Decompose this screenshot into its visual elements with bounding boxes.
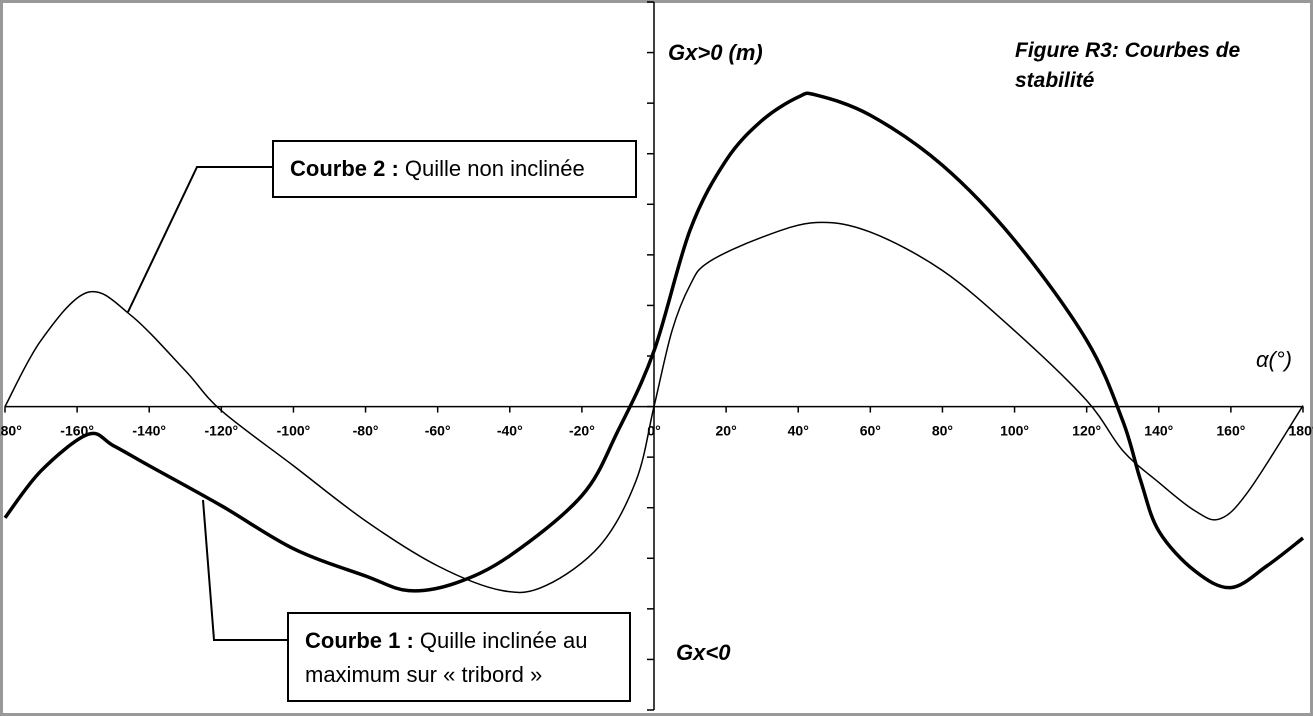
leader-line bbox=[127, 166, 272, 313]
x-tick-label: 40° bbox=[788, 422, 809, 438]
y-label-top: Gx>0 (m) bbox=[668, 40, 763, 65]
curve bbox=[3, 91, 1305, 593]
x-tick-label: -40° bbox=[497, 422, 523, 438]
x-label: α(°) bbox=[1256, 347, 1292, 372]
x-tick-label: -80° bbox=[353, 422, 379, 438]
chart-title: Figure R3: Courbes de stabilité bbox=[1015, 39, 1241, 92]
x-tick-label: 160° bbox=[1216, 422, 1245, 438]
legend-box: Courbe 1 : Quille inclinée au maximum su… bbox=[287, 612, 631, 702]
x-tick-label: 180° bbox=[1289, 422, 1313, 438]
x-tick-label: 120° bbox=[1072, 422, 1101, 438]
x-tick-label: 60° bbox=[860, 422, 881, 438]
legend-name: Courbe 1 : bbox=[305, 628, 414, 653]
legend-text: Quille inclinée au maximum sur « tribord… bbox=[305, 628, 588, 687]
x-tick-label: -20° bbox=[569, 422, 595, 438]
y-label-bottom: Gx<0 bbox=[676, 640, 731, 665]
x-tick-label: 0° bbox=[647, 422, 660, 438]
legend-text: Quille non inclinée bbox=[404, 156, 585, 181]
legend-name: Courbe 2 : bbox=[290, 156, 399, 181]
x-tick-label: -180° bbox=[0, 422, 22, 438]
x-tick-label: -120° bbox=[205, 422, 239, 438]
x-tick-label: -100° bbox=[277, 422, 311, 438]
x-tick-label: -140° bbox=[132, 422, 166, 438]
x-tick-label: 100° bbox=[1000, 422, 1029, 438]
x-tick-label: 80° bbox=[932, 422, 953, 438]
x-tick-label: 140° bbox=[1144, 422, 1173, 438]
leader-line bbox=[202, 499, 287, 641]
x-tick-label: 20° bbox=[716, 422, 737, 438]
curve bbox=[4, 221, 1304, 594]
legend-box: Courbe 2 : Quille non inclinée bbox=[272, 140, 637, 198]
x-tick-label: -60° bbox=[425, 422, 451, 438]
